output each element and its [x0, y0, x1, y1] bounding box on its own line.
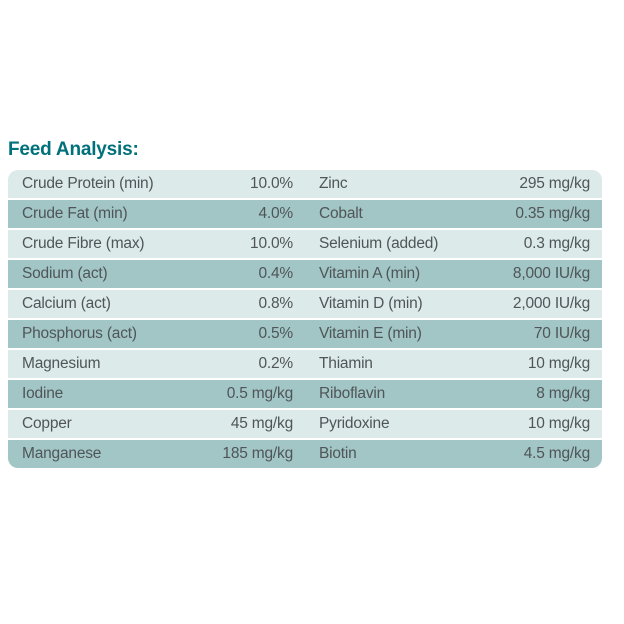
- nutrient-name: Iodine: [22, 385, 64, 402]
- table-row: Crude Protein (min) 10.0% Zinc 295 mg/kg: [8, 170, 602, 198]
- feed-analysis-table: Crude Protein (min) 10.0% Zinc 295 mg/kg…: [8, 170, 602, 468]
- nutrient-name: Copper: [22, 415, 72, 432]
- nutrient-value: 8 mg/kg: [536, 385, 590, 402]
- nutrient-value: 10 mg/kg: [527, 415, 590, 432]
- table-row: Phosphorus (act) 0.5% Vitamin E (min) 70…: [8, 320, 602, 348]
- nutrient-value: 0.5%: [258, 325, 293, 342]
- nutrient-name: Cobalt: [319, 205, 363, 222]
- nutrient-name: Sodium (act): [22, 265, 108, 282]
- nutrient-name: Phosphorus (act): [22, 325, 137, 342]
- nutrient-value: 4.0%: [258, 205, 293, 222]
- nutrient-name: Vitamin D (min): [319, 295, 423, 312]
- nutrient-value: 10.0%: [250, 235, 293, 252]
- nutrient-name: Crude Fibre (max): [22, 235, 145, 252]
- table-row: Crude Fat (min) 4.0% Cobalt 0.35 mg/kg: [8, 200, 602, 228]
- nutrient-name: Riboflavin: [319, 385, 386, 402]
- table-row: Calcium (act) 0.8% Vitamin D (min) 2,000…: [8, 290, 602, 318]
- nutrient-name: Manganese: [22, 445, 102, 462]
- nutrient-name: Vitamin A (min): [319, 265, 420, 282]
- nutrient-name: Selenium (added): [319, 235, 439, 252]
- table-row: Manganese 185 mg/kg Biotin 4.5 mg/kg: [8, 440, 602, 468]
- table-row: Magnesium 0.2% Thiamin 10 mg/kg: [8, 350, 602, 378]
- nutrient-value: 0.35 mg/kg: [515, 205, 590, 222]
- nutrient-value: 0.5 mg/kg: [226, 385, 293, 402]
- nutrient-name: Crude Fat (min): [22, 205, 128, 222]
- nutrient-name: Vitamin E (min): [319, 325, 422, 342]
- nutrient-value: 185 mg/kg: [222, 445, 293, 462]
- nutrient-name: Pyridoxine: [319, 415, 390, 432]
- page-title: Feed Analysis:: [8, 139, 139, 160]
- nutrient-value: 70 IU/kg: [533, 325, 590, 342]
- nutrient-value: 8,000 IU/kg: [512, 265, 590, 282]
- table-row: Sodium (act) 0.4% Vitamin A (min) 8,000 …: [8, 260, 602, 288]
- nutrient-value: 295 mg/kg: [519, 175, 590, 192]
- nutrient-value: 10 mg/kg: [527, 355, 590, 372]
- table-row: Iodine 0.5 mg/kg Riboflavin 8 mg/kg: [8, 380, 602, 408]
- nutrient-name: Calcium (act): [22, 295, 111, 312]
- nutrient-name: Zinc: [319, 175, 348, 192]
- nutrient-name: Biotin: [319, 445, 357, 462]
- nutrient-value: 0.2%: [258, 355, 293, 372]
- table-row: Copper 45 mg/kg Pyridoxine 10 mg/kg: [8, 410, 602, 438]
- nutrient-value: 0.4%: [258, 265, 293, 282]
- nutrient-value: 10.0%: [250, 175, 293, 192]
- table-row: Crude Fibre (max) 10.0% Selenium (added)…: [8, 230, 602, 258]
- nutrient-value: 45 mg/kg: [230, 415, 293, 432]
- nutrient-name: Thiamin: [319, 355, 373, 372]
- nutrient-value: 2,000 IU/kg: [512, 295, 590, 312]
- nutrient-value: 4.5 mg/kg: [523, 445, 590, 462]
- nutrient-value: 0.3 mg/kg: [523, 235, 590, 252]
- nutrient-value: 0.8%: [258, 295, 293, 312]
- nutrient-name: Magnesium: [22, 355, 101, 372]
- nutrient-name: Crude Protein (min): [22, 175, 154, 192]
